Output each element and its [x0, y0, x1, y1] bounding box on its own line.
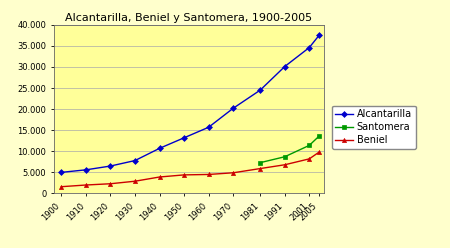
Alcantarilla	[83, 168, 89, 171]
Beniel	[316, 151, 322, 154]
Line: Beniel: Beniel	[59, 150, 321, 189]
Alcantarilla	[181, 136, 187, 139]
Beniel	[206, 173, 211, 176]
Santomera	[257, 161, 263, 164]
Title: Alcantarilla, Beniel y Santomera, 1900-2005: Alcantarilla, Beniel y Santomera, 1900-2…	[65, 13, 313, 23]
Alcantarilla	[257, 89, 263, 92]
Alcantarilla	[157, 147, 162, 150]
Beniel	[181, 173, 187, 176]
Alcantarilla	[230, 107, 236, 110]
Line: Santomera: Santomera	[258, 134, 321, 165]
Santomera	[282, 155, 288, 158]
Alcantarilla	[58, 171, 64, 174]
Alcantarilla	[306, 46, 312, 49]
Alcantarilla	[206, 126, 211, 129]
Alcantarilla	[108, 165, 113, 168]
Beniel	[230, 171, 236, 174]
Beniel	[157, 176, 162, 179]
Alcantarilla	[316, 34, 322, 37]
Legend: Alcantarilla, Santomera, Beniel: Alcantarilla, Santomera, Beniel	[332, 106, 416, 149]
Beniel	[108, 182, 113, 185]
Alcantarilla	[132, 159, 138, 162]
Beniel	[58, 185, 64, 188]
Beniel	[257, 167, 263, 170]
Alcantarilla	[282, 65, 288, 68]
Beniel	[83, 184, 89, 186]
Line: Alcantarilla: Alcantarilla	[59, 33, 321, 174]
Beniel	[306, 157, 312, 160]
Beniel	[282, 163, 288, 166]
Santomera	[306, 144, 312, 147]
Santomera	[316, 135, 322, 138]
Beniel	[132, 180, 138, 183]
